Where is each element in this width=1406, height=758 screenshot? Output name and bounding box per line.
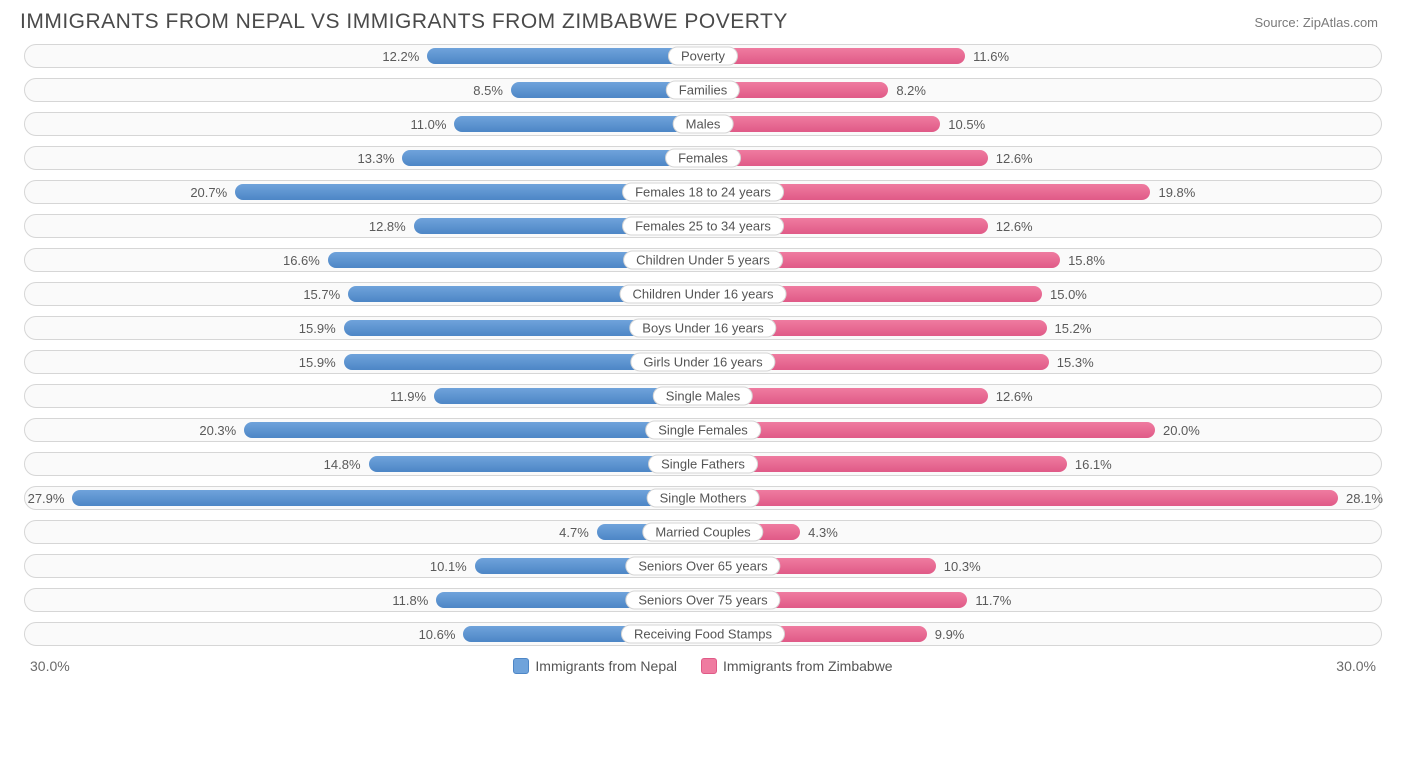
chart-row: 12.8% 12.6% Females 25 to 34 years bbox=[24, 214, 1382, 238]
value-label-left: 12.2% bbox=[382, 45, 419, 67]
category-label: Married Couples bbox=[642, 523, 763, 542]
chart-row: 11.9% 12.6% Single Males bbox=[24, 384, 1382, 408]
bar-right bbox=[703, 150, 988, 166]
category-label: Seniors Over 75 years bbox=[625, 591, 780, 610]
axis-max-right: 30.0% bbox=[1336, 658, 1376, 674]
value-label-left: 20.7% bbox=[190, 181, 227, 203]
value-label-right: 10.5% bbox=[948, 113, 985, 135]
value-label-right: 15.2% bbox=[1055, 317, 1092, 339]
value-label-right: 8.2% bbox=[896, 79, 926, 101]
value-label-left: 16.6% bbox=[283, 249, 320, 271]
value-label-right: 11.7% bbox=[975, 589, 1011, 611]
bar-right bbox=[703, 422, 1155, 438]
category-label: Children Under 5 years bbox=[623, 251, 783, 270]
legend-swatch-right bbox=[701, 658, 717, 674]
bar-right bbox=[703, 116, 940, 132]
chart-area: 12.2% 11.6% Poverty 8.5% 8.2% Families 11.0% 10… bbox=[0, 40, 1406, 646]
chart-row: 15.7% 15.0% Children Under 16 years bbox=[24, 282, 1382, 306]
chart-footer: 30.0% Immigrants from Nepal Immigrants f… bbox=[0, 656, 1406, 674]
chart-row: 16.6% 15.8% Children Under 5 years bbox=[24, 248, 1382, 272]
legend-swatch-left bbox=[513, 658, 529, 674]
value-label-right: 9.9% bbox=[935, 623, 965, 645]
value-label-right: 10.3% bbox=[944, 555, 981, 577]
chart-row: 11.8% 11.7% Seniors Over 75 years bbox=[24, 588, 1382, 612]
chart-header: IMMIGRANTS FROM NEPAL VS IMMIGRANTS FROM… bbox=[0, 0, 1406, 40]
value-label-left: 20.3% bbox=[199, 419, 236, 441]
value-label-left: 4.7% bbox=[559, 521, 589, 543]
value-label-left: 11.9% bbox=[390, 385, 426, 407]
value-label-left: 15.9% bbox=[299, 317, 336, 339]
value-label-right: 15.0% bbox=[1050, 283, 1087, 305]
chart-row: 13.3% 12.6% Females bbox=[24, 146, 1382, 170]
category-label: Females 25 to 34 years bbox=[622, 217, 784, 236]
value-label-left: 13.3% bbox=[358, 147, 395, 169]
chart-row: 20.3% 20.0% Single Females bbox=[24, 418, 1382, 442]
value-label-right: 16.1% bbox=[1075, 453, 1112, 475]
bar-left bbox=[402, 150, 703, 166]
chart-row: 10.6% 9.9% Receiving Food Stamps bbox=[24, 622, 1382, 646]
value-label-right: 19.8% bbox=[1158, 181, 1195, 203]
value-label-left: 15.9% bbox=[299, 351, 336, 373]
value-label-right: 11.6% bbox=[973, 45, 1009, 67]
category-label: Receiving Food Stamps bbox=[621, 625, 785, 644]
chart-row: 20.7% 19.8% Females 18 to 24 years bbox=[24, 180, 1382, 204]
value-label-left: 15.7% bbox=[303, 283, 340, 305]
bar-left bbox=[427, 48, 703, 64]
value-label-right: 20.0% bbox=[1163, 419, 1200, 441]
bar-left bbox=[454, 116, 703, 132]
category-label: Families bbox=[666, 81, 740, 100]
legend-item-right: Immigrants from Zimbabwe bbox=[701, 658, 893, 674]
value-label-right: 4.3% bbox=[808, 521, 838, 543]
value-label-right: 28.1% bbox=[1346, 487, 1383, 509]
category-label: Single Males bbox=[653, 387, 753, 406]
bar-left bbox=[244, 422, 703, 438]
axis-max-left: 30.0% bbox=[30, 658, 70, 674]
category-label: Single Females bbox=[645, 421, 761, 440]
legend-item-left: Immigrants from Nepal bbox=[513, 658, 677, 674]
chart-row: 15.9% 15.2% Boys Under 16 years bbox=[24, 316, 1382, 340]
value-label-left: 11.8% bbox=[392, 589, 428, 611]
value-label-right: 15.8% bbox=[1068, 249, 1105, 271]
legend-label-right: Immigrants from Zimbabwe bbox=[723, 658, 893, 674]
value-label-left: 10.6% bbox=[419, 623, 456, 645]
category-label: Single Fathers bbox=[648, 455, 758, 474]
category-label: Children Under 16 years bbox=[620, 285, 787, 304]
chart-row: 10.1% 10.3% Seniors Over 65 years bbox=[24, 554, 1382, 578]
category-label: Females bbox=[665, 149, 741, 168]
value-label-right: 12.6% bbox=[996, 147, 1033, 169]
category-label: Males bbox=[673, 115, 734, 134]
value-label-left: 12.8% bbox=[369, 215, 406, 237]
bar-left bbox=[72, 490, 703, 506]
value-label-left: 8.5% bbox=[473, 79, 503, 101]
value-label-right: 12.6% bbox=[996, 385, 1033, 407]
value-label-left: 27.9% bbox=[28, 487, 65, 509]
value-label-right: 12.6% bbox=[996, 215, 1033, 237]
category-label: Girls Under 16 years bbox=[630, 353, 775, 372]
chart-source: Source: ZipAtlas.com bbox=[1254, 15, 1378, 30]
legend: Immigrants from Nepal Immigrants from Zi… bbox=[513, 658, 892, 674]
bar-right bbox=[703, 48, 965, 64]
bar-right bbox=[703, 490, 1338, 506]
value-label-left: 14.8% bbox=[324, 453, 361, 475]
chart-row: 8.5% 8.2% Families bbox=[24, 78, 1382, 102]
value-label-right: 15.3% bbox=[1057, 351, 1094, 373]
value-label-left: 11.0% bbox=[411, 113, 447, 135]
category-label: Females 18 to 24 years bbox=[622, 183, 784, 202]
chart-row: 12.2% 11.6% Poverty bbox=[24, 44, 1382, 68]
chart-row: 11.0% 10.5% Males bbox=[24, 112, 1382, 136]
chart-title: IMMIGRANTS FROM NEPAL VS IMMIGRANTS FROM… bbox=[20, 10, 788, 34]
legend-label-left: Immigrants from Nepal bbox=[535, 658, 677, 674]
value-label-left: 10.1% bbox=[430, 555, 467, 577]
category-label: Seniors Over 65 years bbox=[625, 557, 780, 576]
chart-row: 27.9% 28.1% Single Mothers bbox=[24, 486, 1382, 510]
chart-row: 4.7% 4.3% Married Couples bbox=[24, 520, 1382, 544]
chart-row: 15.9% 15.3% Girls Under 16 years bbox=[24, 350, 1382, 374]
chart-row: 14.8% 16.1% Single Fathers bbox=[24, 452, 1382, 476]
category-label: Boys Under 16 years bbox=[629, 319, 776, 338]
category-label: Poverty bbox=[668, 47, 738, 66]
category-label: Single Mothers bbox=[647, 489, 760, 508]
